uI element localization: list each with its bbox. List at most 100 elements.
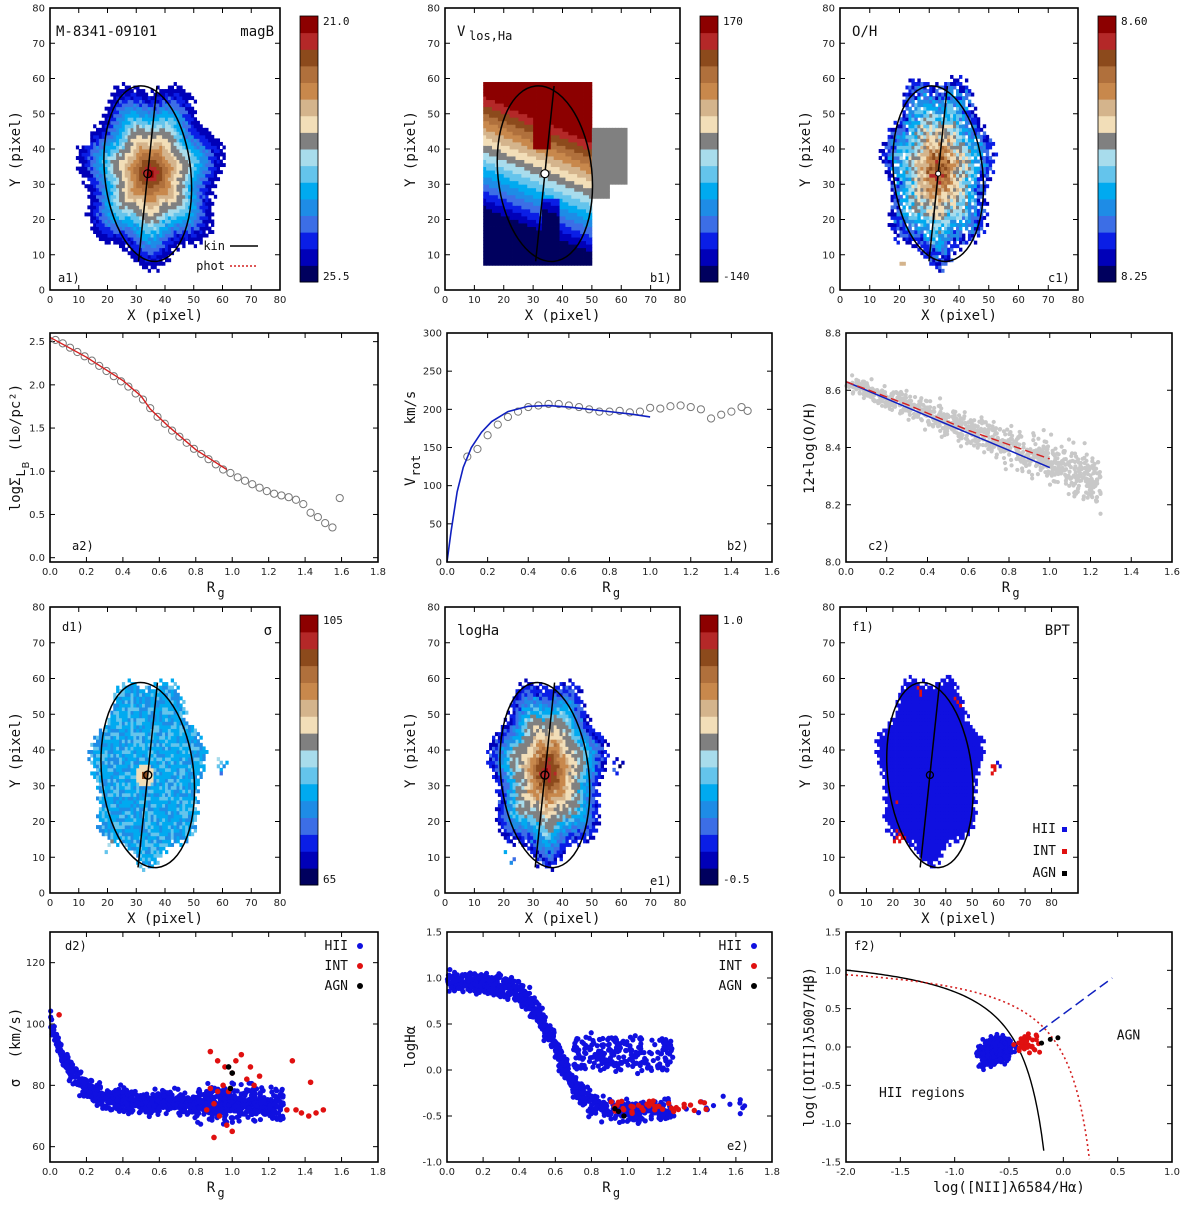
map-pixel [110,223,114,227]
map-pixel [947,205,951,210]
map-pixel [938,261,942,266]
map-pixel [568,251,572,256]
map-pixel [190,127,195,132]
map-pixel [553,117,558,122]
map-pixel [964,170,969,175]
map-pixel [116,237,120,242]
map-pixel [193,177,198,182]
map-pixel [544,134,549,139]
map-pixel [196,223,200,227]
map-pixel [104,159,108,164]
map-pixel [113,180,117,185]
map-pixel [136,110,140,115]
map-pixel [213,159,218,164]
map-pixel [899,194,903,199]
map-pixel [547,226,552,231]
map-pixel [509,198,513,203]
map-pixel [577,131,581,136]
map-pixel [113,230,117,234]
map-pixel [497,226,502,231]
map-pixel [121,117,126,122]
map-pixel [101,131,106,136]
map-pixel [530,194,534,199]
map-pixel [562,219,566,224]
map-pixel [190,184,195,189]
map-pixel [506,223,511,227]
map-pixel [550,205,555,210]
map-pixel [170,208,175,213]
map-pixel [624,131,628,136]
map-pixel [556,184,560,189]
map-pixel [533,240,537,245]
map-pixel [530,212,534,217]
map-pixel [553,205,558,210]
map-pixel [956,212,960,217]
map-pixel [170,223,175,227]
map-pixel [182,106,186,111]
map-pixel [121,92,126,97]
map-pixel [127,184,131,189]
map-pixel [133,170,137,175]
map-pixel [583,170,587,175]
map-pixel [494,244,499,249]
map-pixel [926,198,930,203]
map-pixel [991,170,996,175]
map-pixel [559,110,563,115]
map-pixel [574,261,578,266]
map-pixel [497,138,502,143]
map-pixel [211,159,215,164]
map-pixel [553,159,558,164]
map-pixel [512,258,516,263]
map-pixel [533,201,537,206]
map-pixel [518,230,522,234]
map-pixel [176,198,180,203]
map-pixel [536,152,540,157]
map-pixel [530,258,534,263]
map-pixel [571,134,575,139]
map-pixel [580,170,584,175]
map-pixel [182,205,186,210]
map-pixel [890,198,894,203]
map-pixel [116,240,120,245]
map-pixel [518,215,522,220]
map-pixel [113,159,117,164]
map-pixel [956,170,960,175]
map-pixel [938,191,942,196]
map-pixel [506,156,511,160]
map-pixel [941,261,945,266]
map-pixel [483,212,487,217]
map-pixel [571,233,575,238]
map-pixel [127,198,131,203]
map-pixel [583,226,587,231]
map-pixel [541,117,546,122]
map-pixel [506,230,511,234]
map-pixel [621,152,625,157]
map-pixel [527,82,531,86]
map-pixel [917,240,921,245]
map-pixel [101,127,106,132]
map-pixel [597,170,602,175]
map-pixel [170,141,175,146]
map-pixel [489,85,493,90]
map-pixel [156,134,160,139]
map-pixel [553,131,558,136]
map-pixel [574,219,578,224]
map-pixel [518,103,522,108]
map-pixel [84,166,88,171]
map-pixel [979,177,984,182]
map-pixel [953,251,957,256]
map-pixel [167,120,172,125]
map-pixel [521,180,525,185]
map-pixel [568,240,572,245]
map-pixel [130,124,134,129]
map-pixel [127,233,131,238]
map-pixel [923,254,927,259]
legend-label: kin [203,239,225,253]
map-pixel [113,120,117,125]
map-pixel [159,106,163,111]
map-pixel [606,152,610,157]
map-pixel [944,244,948,249]
map-pixel [113,110,117,115]
map-pixel [196,149,200,153]
map-pixel [133,134,137,139]
